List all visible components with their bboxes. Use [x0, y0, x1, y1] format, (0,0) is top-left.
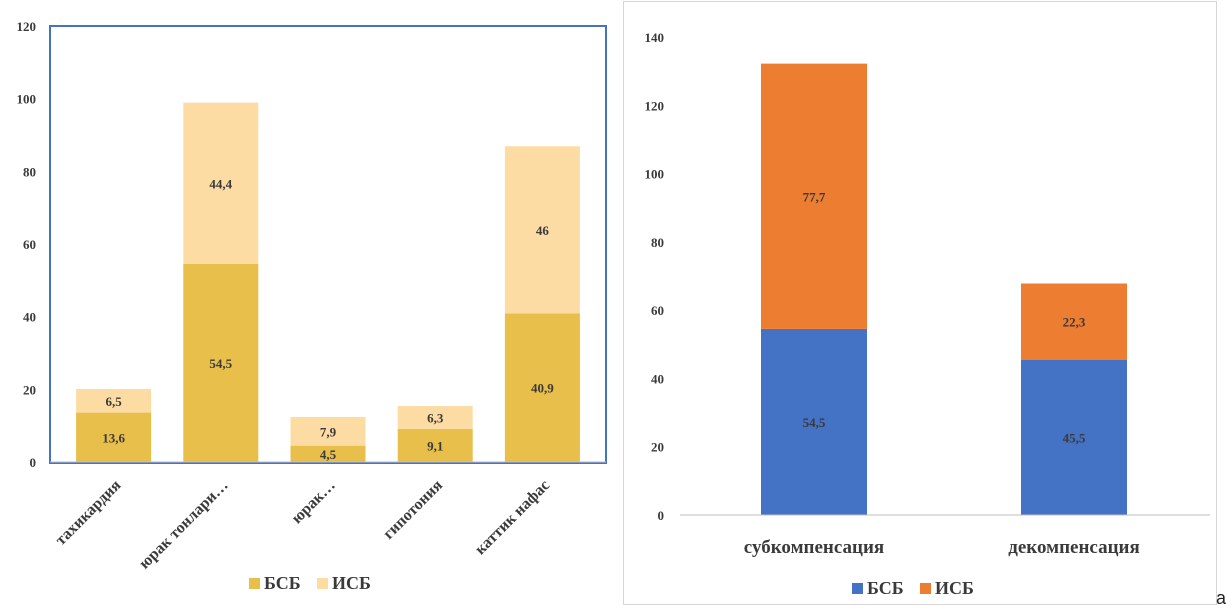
data-label: 54,5 — [803, 415, 826, 430]
x-category-label: тахикардия — [52, 477, 124, 549]
data-label: 77,7 — [803, 189, 826, 204]
data-label: 9,1 — [427, 438, 443, 453]
x-category-label: юрак… — [288, 477, 338, 527]
y-tick-label: 100 — [645, 167, 665, 182]
x-category-label: каттик нафас — [472, 477, 553, 558]
stray-letter: а — [1216, 588, 1226, 608]
data-label: 6,5 — [105, 394, 122, 409]
y-tick-label: 40 — [23, 310, 36, 325]
y-tick-label: 60 — [23, 237, 36, 252]
right-chart: 0 20 40 60 80 100 120 140 54,5 77,7 субкомпенсация… — [645, 30, 1210, 598]
y-tick-label: 80 — [651, 235, 664, 250]
data-label: 40,9 — [531, 381, 554, 396]
data-label: 6,3 — [427, 410, 444, 425]
x-category-label: гипотония — [380, 477, 446, 543]
data-label: 44,4 — [209, 176, 232, 191]
y-tick-label: 60 — [651, 303, 664, 318]
y-tick-label: 20 — [651, 440, 664, 455]
bar-bsb — [761, 328, 867, 515]
plot-frame — [49, 25, 607, 464]
data-label: 4,5 — [320, 447, 337, 462]
data-label: 46 — [536, 223, 550, 238]
bar-bsb — [76, 412, 152, 462]
y-tick-label: 120 — [17, 19, 37, 34]
y-tick-label: 40 — [651, 371, 664, 386]
bar-bsb — [504, 313, 580, 462]
legend-label-bsb: БСБ — [264, 573, 301, 593]
x-category-label: субкомпенсация — [744, 537, 884, 558]
y-tick-label: 0 — [658, 508, 665, 523]
x-category-label: декомпенсация — [1008, 537, 1140, 558]
legend-label-bsb: БСБ — [867, 578, 904, 598]
bar-isb — [1021, 283, 1127, 360]
bar-isb — [504, 146, 580, 314]
left-chart: 0 20 40 60 80 100 120 13,6 6,5 тахикардия 54,5 44,4… — [17, 19, 607, 593]
data-label: 45,5 — [1063, 430, 1086, 445]
legend-swatch-bsb — [852, 583, 863, 594]
bar-bsb — [290, 445, 366, 462]
data-label: 22,3 — [1063, 315, 1086, 330]
legend-swatch-bsb — [249, 578, 260, 589]
y-tick-label: 80 — [23, 164, 36, 179]
y-tick-label: 120 — [645, 98, 665, 113]
right-chart-panel: 0 20 40 60 80 100 120 140 54,5 77,7 субкомпенсация… — [623, 1, 1217, 605]
y-tick-label: 0 — [30, 455, 37, 470]
legend-swatch-isb — [317, 578, 328, 589]
data-label: 7,9 — [320, 424, 337, 439]
y-tick-label: 20 — [23, 382, 36, 397]
legend-label-isb: ИСБ — [935, 578, 974, 598]
legend-swatch-isb — [920, 583, 931, 594]
bar-isb — [183, 102, 259, 264]
left-chart-panel: 0 20 40 60 80 100 120 13,6 6,5 тахикардия 54,5 44,4… — [0, 0, 614, 607]
bar-bsb — [397, 428, 473, 462]
bar-isb — [290, 416, 366, 446]
bar-isb — [761, 63, 867, 329]
data-label: 54,5 — [209, 356, 232, 371]
data-label: 13,6 — [102, 430, 125, 445]
bar-bsb — [1021, 359, 1127, 515]
bar-bsb — [183, 263, 259, 462]
bar-isb — [76, 388, 152, 413]
y-tick-label: 100 — [17, 92, 37, 107]
legend-label-isb: ИСБ — [332, 573, 371, 593]
bar-isb — [397, 406, 473, 429]
y-tick-label: 140 — [645, 30, 665, 45]
x-category-label: юрак тонлари… — [136, 477, 232, 573]
